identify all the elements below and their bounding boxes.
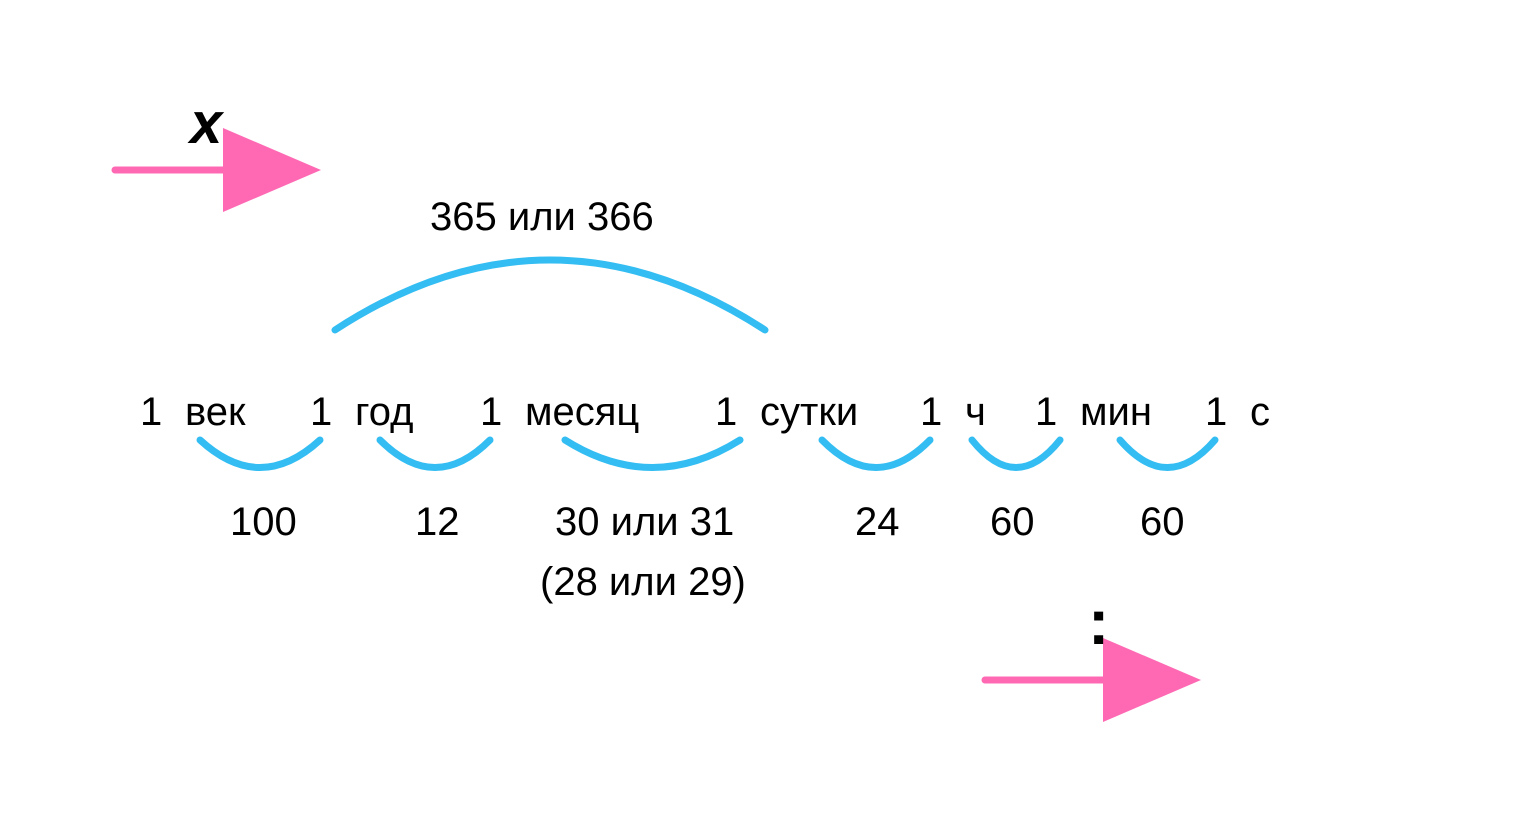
unit-one-2: 1: [480, 390, 502, 435]
unit-one-4: 1: [920, 390, 942, 435]
arc-label-0: 100: [230, 500, 297, 545]
time-units-diagram: х 365 или 366 : 1век1год1месяц1сутки1ч1м…: [0, 0, 1536, 819]
unit-name-2: месяц: [525, 390, 639, 435]
upper-arc-label: 365 или 366: [430, 195, 654, 240]
divide-operator: :: [1088, 585, 1109, 659]
unit-name-1: год: [355, 390, 413, 435]
unit-name-6: с: [1250, 390, 1270, 435]
arc-label-2: 30 или 31: [555, 500, 734, 545]
arc-label-4: 60: [990, 500, 1035, 545]
unit-one-1: 1: [310, 390, 332, 435]
unit-name-5: мин: [1080, 390, 1152, 435]
unit-one-0: 1: [140, 390, 162, 435]
unit-one-3: 1: [715, 390, 737, 435]
unit-name-3: сутки: [760, 390, 858, 435]
arc-label-1: 12: [415, 500, 460, 545]
arc-label-3: 24: [855, 500, 900, 545]
unit-name-0: век: [185, 390, 246, 435]
unit-name-4: ч: [965, 390, 986, 435]
unit-one-6: 1: [1205, 390, 1227, 435]
unit-one-5: 1: [1035, 390, 1057, 435]
multiply-operator: х: [190, 90, 222, 157]
arc-label-5: 60: [1140, 500, 1185, 545]
arc-sublabel-2: (28 или 29): [540, 560, 746, 605]
